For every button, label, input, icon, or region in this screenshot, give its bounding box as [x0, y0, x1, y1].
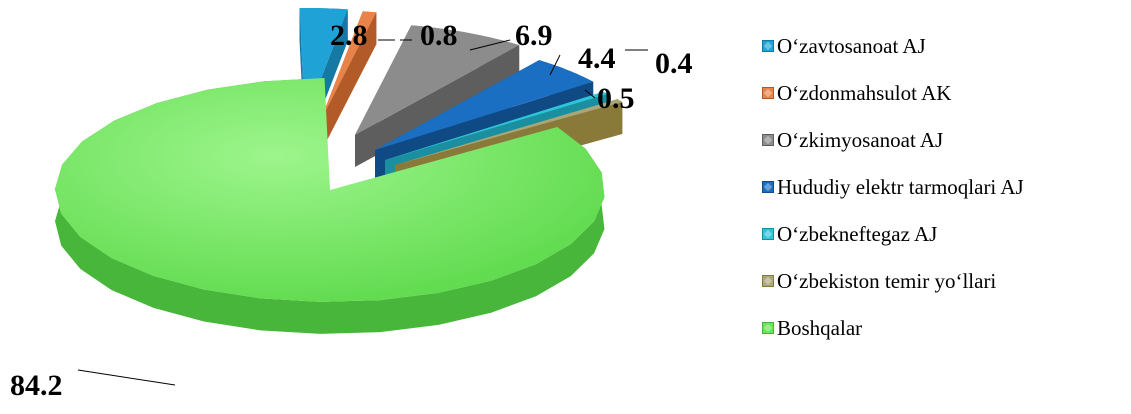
data-label-3: 4.4: [578, 42, 616, 75]
data-label-0: 2.8: [330, 19, 368, 52]
legend-label: O‘zkimyosanoat AJ: [777, 127, 944, 152]
legend-swatch: [762, 87, 774, 99]
legend-item: O‘zavtosanoat AJ: [762, 34, 926, 58]
legend-swatch: [762, 228, 774, 240]
slice-wall-2-1: [355, 45, 520, 167]
pie-chart: 2.8 0.8 6.9 4.4 0.4 0.5 84.2: [10, 8, 693, 402]
legend-swatch: [762, 322, 774, 334]
slice-wall-1-1: [320, 12, 377, 155]
legend-label: Boshqalar: [777, 315, 863, 340]
legend-swatch: [762, 40, 774, 52]
legend-label: O‘zbekiston temir yo‘llari: [777, 268, 997, 293]
legend-swatch: [762, 181, 774, 193]
legend-label: O‘zbekneftegaz AJ: [777, 221, 938, 246]
data-label-1: 0.8: [420, 19, 458, 52]
slice-3: [375, 60, 594, 150]
legend-item: O‘zdonmahsulot AK: [762, 81, 951, 105]
legend-swatch: [762, 275, 774, 287]
legend-item: Hududiy elektr tarmoqlari AJ: [762, 175, 1024, 199]
legend-label: Hududiy elektr tarmoqlari AJ: [777, 174, 1024, 199]
leader-line-5: [584, 89, 596, 99]
legend-item: Boshqalar: [762, 316, 862, 340]
legend-item: O‘zbekiston temir yo‘llari: [762, 269, 996, 293]
slice-2: [355, 25, 520, 136]
legend-label: O‘zdonmahsulot AK: [777, 80, 952, 105]
slice-1: [320, 11, 377, 122]
slice-6: [55, 78, 605, 302]
slice-5: [395, 99, 623, 165]
slice-4: [385, 91, 608, 160]
leader-line-6: [77, 369, 176, 386]
data-label-6: 84.2: [10, 369, 63, 402]
data-label-5: 0.5: [597, 82, 635, 115]
leader-line-3: [549, 54, 561, 76]
data-label-2: 6.9: [515, 19, 553, 52]
legend-swatch: [762, 134, 774, 146]
data-label-4: 0.4: [655, 47, 693, 80]
legend-label: O‘zavtosanoat AJ: [777, 33, 926, 58]
legend-item: O‘zbekneftegaz AJ: [762, 222, 937, 246]
leader-line-2: [469, 39, 511, 51]
legend-item: O‘zkimyosanoat AJ: [762, 128, 943, 152]
